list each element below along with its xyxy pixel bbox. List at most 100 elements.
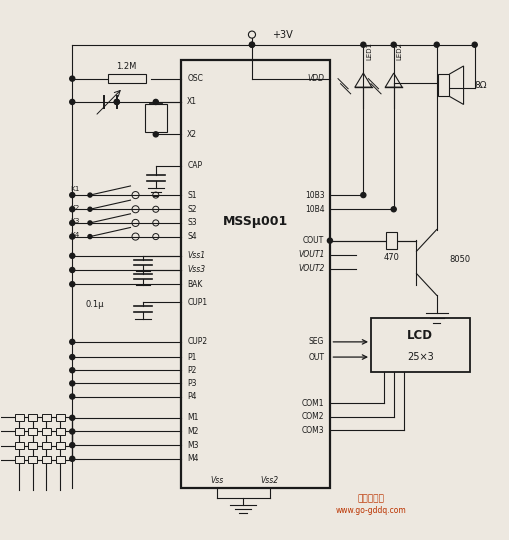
Text: VOUT1: VOUT1	[298, 251, 324, 259]
Bar	[386, 232, 397, 249]
Circle shape	[70, 234, 75, 239]
Circle shape	[70, 220, 75, 226]
Text: COM2: COM2	[302, 413, 324, 421]
Text: COM3: COM3	[302, 426, 324, 435]
Text: 10B4: 10B4	[305, 205, 324, 214]
Circle shape	[70, 429, 75, 434]
Text: X1: X1	[187, 97, 197, 106]
Text: LED1: LED1	[366, 42, 373, 60]
Circle shape	[70, 394, 75, 399]
Text: P2: P2	[187, 366, 196, 375]
Bar	[55, 414, 65, 421]
Circle shape	[70, 456, 75, 461]
Bar	[108, 75, 146, 83]
Circle shape	[153, 99, 158, 104]
Text: Vss: Vss	[210, 476, 223, 484]
Text: SEG: SEG	[309, 338, 324, 346]
Bar	[42, 442, 51, 449]
Circle shape	[70, 443, 75, 448]
Text: Vss2: Vss2	[261, 476, 279, 484]
Text: 470: 470	[383, 253, 399, 262]
Bar	[55, 428, 65, 435]
Text: K4: K4	[70, 232, 80, 238]
Text: 0.1μ: 0.1μ	[86, 300, 104, 309]
Bar	[145, 104, 167, 132]
Circle shape	[88, 234, 92, 239]
Circle shape	[70, 193, 75, 198]
Text: Vss1: Vss1	[187, 251, 205, 260]
Circle shape	[88, 221, 92, 225]
Text: CUP1: CUP1	[187, 298, 207, 307]
Circle shape	[361, 193, 366, 198]
Text: K3: K3	[70, 218, 80, 225]
Text: S2: S2	[187, 205, 196, 214]
Text: 广电器具网: 广电器具网	[357, 494, 384, 503]
Circle shape	[70, 207, 75, 212]
Bar	[42, 428, 51, 435]
Circle shape	[70, 415, 75, 420]
Text: 10B3: 10B3	[305, 191, 324, 200]
Circle shape	[70, 253, 75, 258]
Text: S1: S1	[187, 191, 196, 200]
Text: 8Ω: 8Ω	[475, 80, 487, 90]
Circle shape	[115, 99, 119, 104]
Text: OSC: OSC	[187, 74, 203, 83]
Circle shape	[70, 267, 75, 273]
Circle shape	[70, 99, 75, 104]
Circle shape	[88, 193, 92, 197]
Text: 1.2M: 1.2M	[117, 62, 137, 71]
Text: P4: P4	[187, 392, 196, 401]
Circle shape	[391, 207, 396, 212]
Circle shape	[115, 99, 119, 104]
Text: S3: S3	[187, 218, 197, 227]
Text: CUP2: CUP2	[187, 338, 207, 346]
Text: VDD: VDD	[307, 74, 324, 83]
Text: LCD: LCD	[407, 328, 433, 342]
Bar	[28, 414, 37, 421]
Text: MSSμ001: MSSμ001	[223, 215, 289, 228]
Bar	[181, 60, 330, 488]
Bar	[15, 442, 23, 449]
Circle shape	[70, 76, 75, 81]
Circle shape	[472, 42, 477, 48]
Circle shape	[249, 42, 254, 48]
Circle shape	[70, 368, 75, 373]
Text: 25×3: 25×3	[407, 352, 434, 362]
Bar	[15, 414, 23, 421]
Text: M3: M3	[187, 441, 199, 450]
Bar	[15, 456, 23, 463]
Text: VOUT2: VOUT2	[298, 265, 324, 273]
Bar	[371, 318, 470, 372]
Text: LED2: LED2	[397, 42, 403, 60]
Text: K1: K1	[70, 186, 80, 192]
Bar	[42, 456, 51, 463]
Circle shape	[70, 282, 75, 287]
Text: P1: P1	[187, 353, 196, 362]
Bar	[28, 442, 37, 449]
Text: M1: M1	[187, 413, 199, 422]
Circle shape	[153, 132, 158, 137]
Circle shape	[70, 339, 75, 345]
Text: OUT: OUT	[308, 353, 324, 362]
Text: Vss3: Vss3	[187, 266, 205, 274]
Circle shape	[70, 381, 75, 386]
Bar	[28, 428, 37, 435]
Bar	[42, 414, 51, 421]
Text: CAP: CAP	[187, 161, 202, 170]
Text: S4: S4	[187, 232, 197, 241]
Text: M2: M2	[187, 427, 199, 436]
Circle shape	[70, 355, 75, 360]
Text: P3: P3	[187, 379, 196, 388]
Bar	[15, 428, 23, 435]
Text: COUT: COUT	[303, 236, 324, 245]
Circle shape	[391, 42, 396, 48]
Bar	[55, 456, 65, 463]
Circle shape	[327, 238, 332, 243]
Text: BAK: BAK	[187, 280, 203, 289]
Text: X2: X2	[187, 130, 197, 139]
Bar	[28, 456, 37, 463]
Text: 8050: 8050	[449, 255, 470, 265]
Circle shape	[88, 207, 92, 211]
Circle shape	[361, 42, 366, 48]
Text: +3V: +3V	[272, 30, 293, 39]
